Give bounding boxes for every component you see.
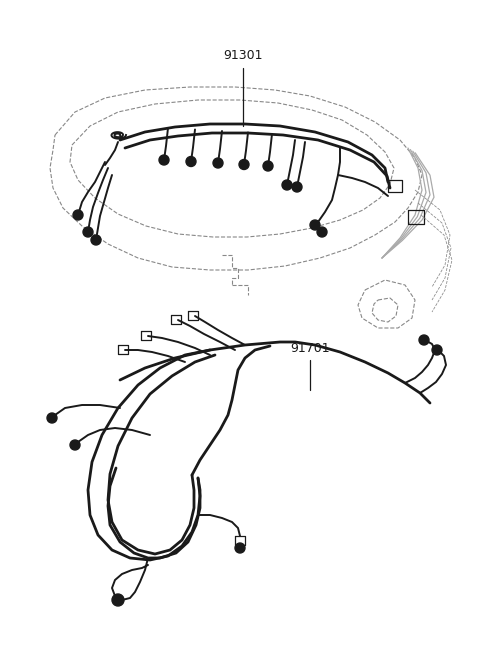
Circle shape — [239, 160, 249, 170]
Circle shape — [91, 235, 101, 245]
Circle shape — [70, 440, 80, 450]
Text: 91301: 91301 — [223, 49, 263, 62]
Circle shape — [83, 227, 93, 237]
Circle shape — [186, 156, 196, 166]
Circle shape — [292, 182, 302, 192]
Circle shape — [432, 345, 442, 355]
Circle shape — [213, 158, 223, 168]
Circle shape — [235, 543, 245, 553]
Circle shape — [310, 220, 320, 230]
Circle shape — [159, 155, 169, 165]
Circle shape — [112, 594, 124, 606]
Text: 91701: 91701 — [290, 342, 330, 355]
Circle shape — [317, 227, 327, 237]
Circle shape — [73, 210, 83, 220]
Circle shape — [263, 161, 273, 171]
Circle shape — [47, 413, 57, 423]
Circle shape — [282, 180, 292, 190]
Circle shape — [419, 335, 429, 345]
